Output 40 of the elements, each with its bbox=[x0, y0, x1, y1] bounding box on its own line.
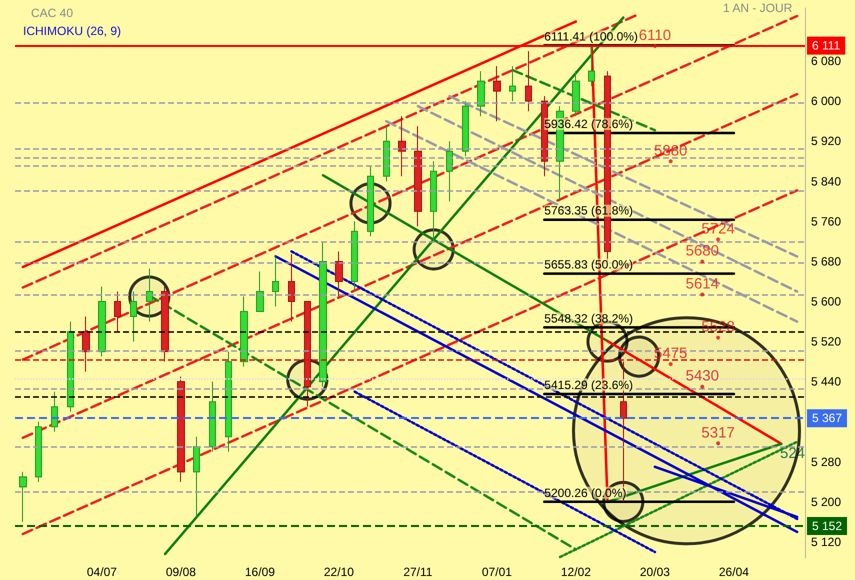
data-label: 5614 bbox=[686, 276, 719, 293]
y-tick-label: 5 840 bbox=[811, 174, 842, 188]
ref-line-label: 5 367 bbox=[812, 411, 842, 426]
x-tick-label: 09/08 bbox=[166, 565, 196, 579]
annotation: 6111.41 (100.0%) bbox=[544, 29, 638, 44]
annotation: 5200.26 (0.0%) bbox=[544, 486, 626, 500]
y-tick-label: 5 440 bbox=[811, 374, 842, 389]
annotation: 5936.42 (78.6%) bbox=[544, 117, 634, 132]
annotation: 1 AN - JOUR bbox=[722, 1, 793, 15]
chart-title: CAC 40 bbox=[31, 6, 74, 20]
x-tick-label: 20/03 bbox=[640, 565, 670, 579]
annotation: 5763.35 (61.8%) bbox=[544, 204, 634, 218]
data-label: 5680 bbox=[686, 242, 719, 260]
y-tick-label: 5 280 bbox=[811, 454, 842, 469]
x-tick-label: 27/11 bbox=[403, 565, 433, 579]
x-tick-label: 04/07 bbox=[86, 565, 118, 579]
annotation: 5548.32 (38.2%) bbox=[544, 311, 634, 326]
data-label: 6110 bbox=[638, 27, 672, 44]
y-tick-label: 5 200 bbox=[811, 494, 842, 509]
x-tick-label: 12/02 bbox=[560, 565, 592, 579]
y-tick-label: 6 000 bbox=[811, 94, 842, 108]
y-tick-label: 5 600 bbox=[811, 294, 842, 309]
annotation: 5655.83 (50.0%) bbox=[544, 258, 634, 272]
x-tick-label: 16/09 bbox=[244, 565, 276, 579]
x-tick-label: 07/01 bbox=[482, 565, 512, 579]
x-tick-label: 26/04 bbox=[718, 565, 750, 579]
y-tick-label: 6 080 bbox=[811, 54, 842, 68]
y-tick-label: 5 920 bbox=[811, 134, 842, 148]
annotation: 5415.29 (23.6%) bbox=[544, 378, 634, 392]
ref-line-label: 5 152 bbox=[812, 518, 842, 533]
x-tick-label: 22/10 bbox=[324, 565, 354, 579]
data-label: 5430 bbox=[686, 368, 719, 385]
text: ICHIMOKU (26, 9) bbox=[23, 24, 122, 38]
data-label: 5317 bbox=[701, 424, 735, 442]
y-tick-label: 5 520 bbox=[811, 334, 842, 349]
y-tick-label: 5 760 bbox=[811, 214, 842, 228]
y-tick-label: 5 120 bbox=[811, 534, 842, 549]
ref-line-label: 6 111 bbox=[812, 38, 841, 53]
y-tick-label: 5 680 bbox=[811, 254, 842, 268]
data-label: 5475 bbox=[654, 345, 688, 362]
